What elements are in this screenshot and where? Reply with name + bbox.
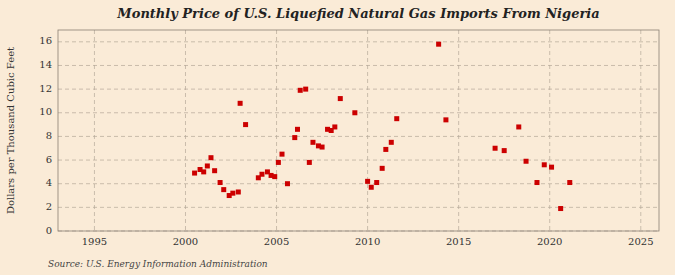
x-tick-label: 1995 xyxy=(82,236,107,247)
x-grid-line xyxy=(367,30,368,231)
y-tick-label: 16 xyxy=(39,35,52,46)
point xyxy=(236,189,241,194)
point xyxy=(352,110,357,115)
y-tick-label: 2 xyxy=(46,201,52,212)
x-grid-line xyxy=(549,30,550,231)
y-grid-line xyxy=(58,160,659,161)
y-grid-line xyxy=(58,207,659,208)
y-tick-label: 10 xyxy=(39,106,52,117)
y-axis-label: Dollars per Thousand Cubic Feet xyxy=(5,47,16,214)
y-grid-line xyxy=(58,65,659,66)
point xyxy=(295,127,300,132)
point xyxy=(280,152,285,157)
point xyxy=(558,206,563,211)
point xyxy=(320,145,325,150)
point xyxy=(218,180,223,185)
point xyxy=(192,171,197,176)
point xyxy=(365,179,370,184)
point xyxy=(307,160,312,165)
point xyxy=(205,163,210,168)
point xyxy=(380,166,385,171)
point xyxy=(298,88,303,93)
x-tick-label: 2000 xyxy=(173,236,198,247)
point xyxy=(272,174,277,179)
y-grid-line xyxy=(58,89,659,90)
point xyxy=(230,191,235,196)
point xyxy=(369,185,374,190)
point xyxy=(338,96,343,101)
x-tick-label: 2010 xyxy=(355,236,380,247)
title: Monthly Price of U.S. Liquefied Natural … xyxy=(116,6,599,21)
point xyxy=(493,146,498,151)
y-grid-line xyxy=(58,41,659,42)
point xyxy=(374,180,379,185)
point xyxy=(208,155,213,160)
point xyxy=(383,147,388,152)
x-tick-label: 2005 xyxy=(264,236,289,247)
point xyxy=(243,122,248,127)
point xyxy=(436,42,441,47)
grid xyxy=(58,30,659,231)
x-grid-line xyxy=(458,30,459,231)
point xyxy=(292,135,297,140)
x-tick-label: 2015 xyxy=(446,236,471,247)
point xyxy=(310,140,315,145)
point xyxy=(221,187,226,192)
point xyxy=(524,159,529,164)
point xyxy=(542,162,547,167)
points xyxy=(192,42,572,211)
y-tick-label: 14 xyxy=(39,59,52,70)
plot-frame xyxy=(58,30,659,231)
y-tick-label: 4 xyxy=(46,177,52,188)
x-grid-line xyxy=(94,30,95,231)
point xyxy=(443,117,448,122)
point xyxy=(259,172,264,177)
point xyxy=(201,169,206,174)
y-tick-label: 12 xyxy=(39,83,52,94)
point xyxy=(285,181,290,186)
point xyxy=(516,124,521,129)
chart: 0 2 4 6 8 10 12 14 16 1995 2000 2005 2010 2015 2020 202… xyxy=(0,0,675,275)
point xyxy=(567,180,572,185)
point xyxy=(212,168,217,173)
y-tick-label: 6 xyxy=(46,154,52,165)
y-tick-label: 8 xyxy=(46,130,52,141)
point xyxy=(549,165,554,170)
x-grid-line xyxy=(640,30,641,231)
point xyxy=(389,140,394,145)
point xyxy=(534,180,539,185)
point xyxy=(502,148,507,153)
point xyxy=(276,160,281,165)
point xyxy=(394,116,399,121)
x-grid-line xyxy=(185,30,186,231)
x-tick-label: 2020 xyxy=(537,236,562,247)
point xyxy=(238,101,243,106)
x-tick-label: 2025 xyxy=(628,236,653,247)
point xyxy=(303,87,308,92)
y-grid-line xyxy=(58,136,659,137)
source-note: Source: U.S. Energy Information Administ… xyxy=(48,259,268,269)
x-grid-line xyxy=(276,30,277,231)
y-grid-line xyxy=(58,112,659,113)
point xyxy=(332,124,337,129)
y-tick-label: 0 xyxy=(46,225,52,236)
